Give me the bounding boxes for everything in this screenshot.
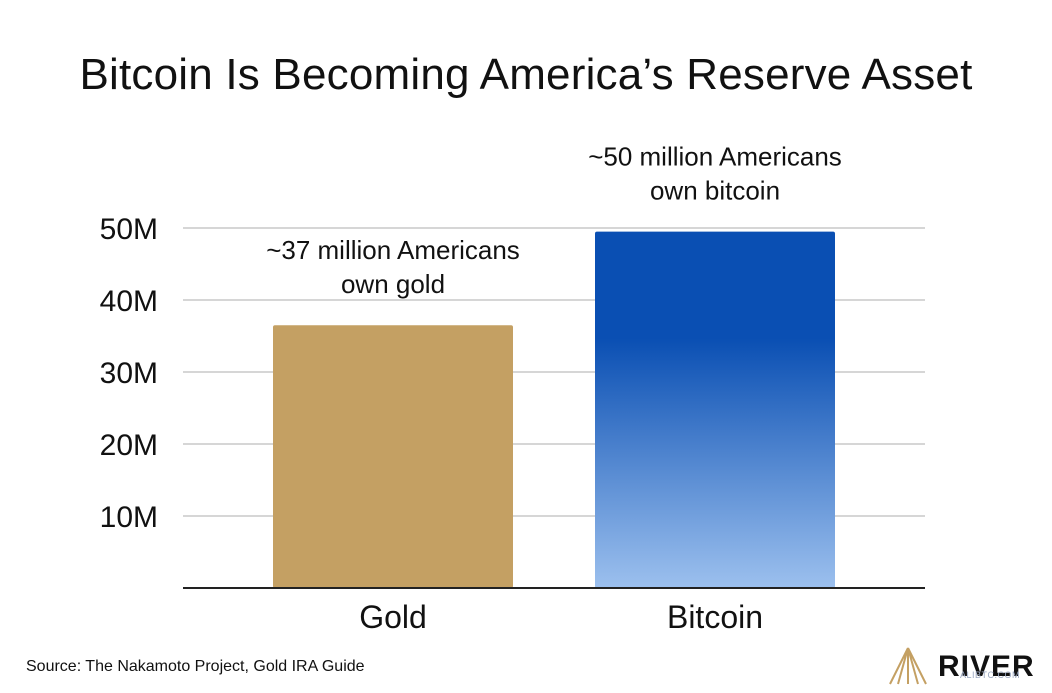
bar-data-label: own gold — [341, 269, 445, 299]
y-tick-label: 30M — [100, 357, 158, 390]
bar-gold — [273, 325, 513, 588]
y-tick-label: 40M — [100, 285, 158, 318]
y-tick-label: 10M — [100, 501, 158, 534]
x-tick-label: Bitcoin — [667, 599, 763, 635]
brand-name: RIVER — [938, 650, 1035, 683]
bar-data-label: own bitcoin — [650, 176, 780, 206]
brand-logo: RIVER — [886, 644, 1046, 688]
river-mountain-logo-icon — [889, 647, 927, 685]
chart-title: Bitcoin Is Becoming America’s Reserve As… — [79, 50, 973, 99]
bar-data-label: ~50 million Americans — [588, 142, 842, 172]
bar-bitcoin — [595, 231, 835, 588]
x-tick-label: Gold — [359, 599, 427, 635]
source-note: Source: The Nakamoto Project, Gold IRA G… — [26, 658, 365, 675]
bar-data-label: ~37 million Americans — [266, 235, 520, 265]
watermark-text: ALIBTC.COM — [960, 670, 1021, 680]
y-tick-label: 20M — [100, 429, 158, 462]
y-tick-label: 50M — [100, 213, 158, 246]
